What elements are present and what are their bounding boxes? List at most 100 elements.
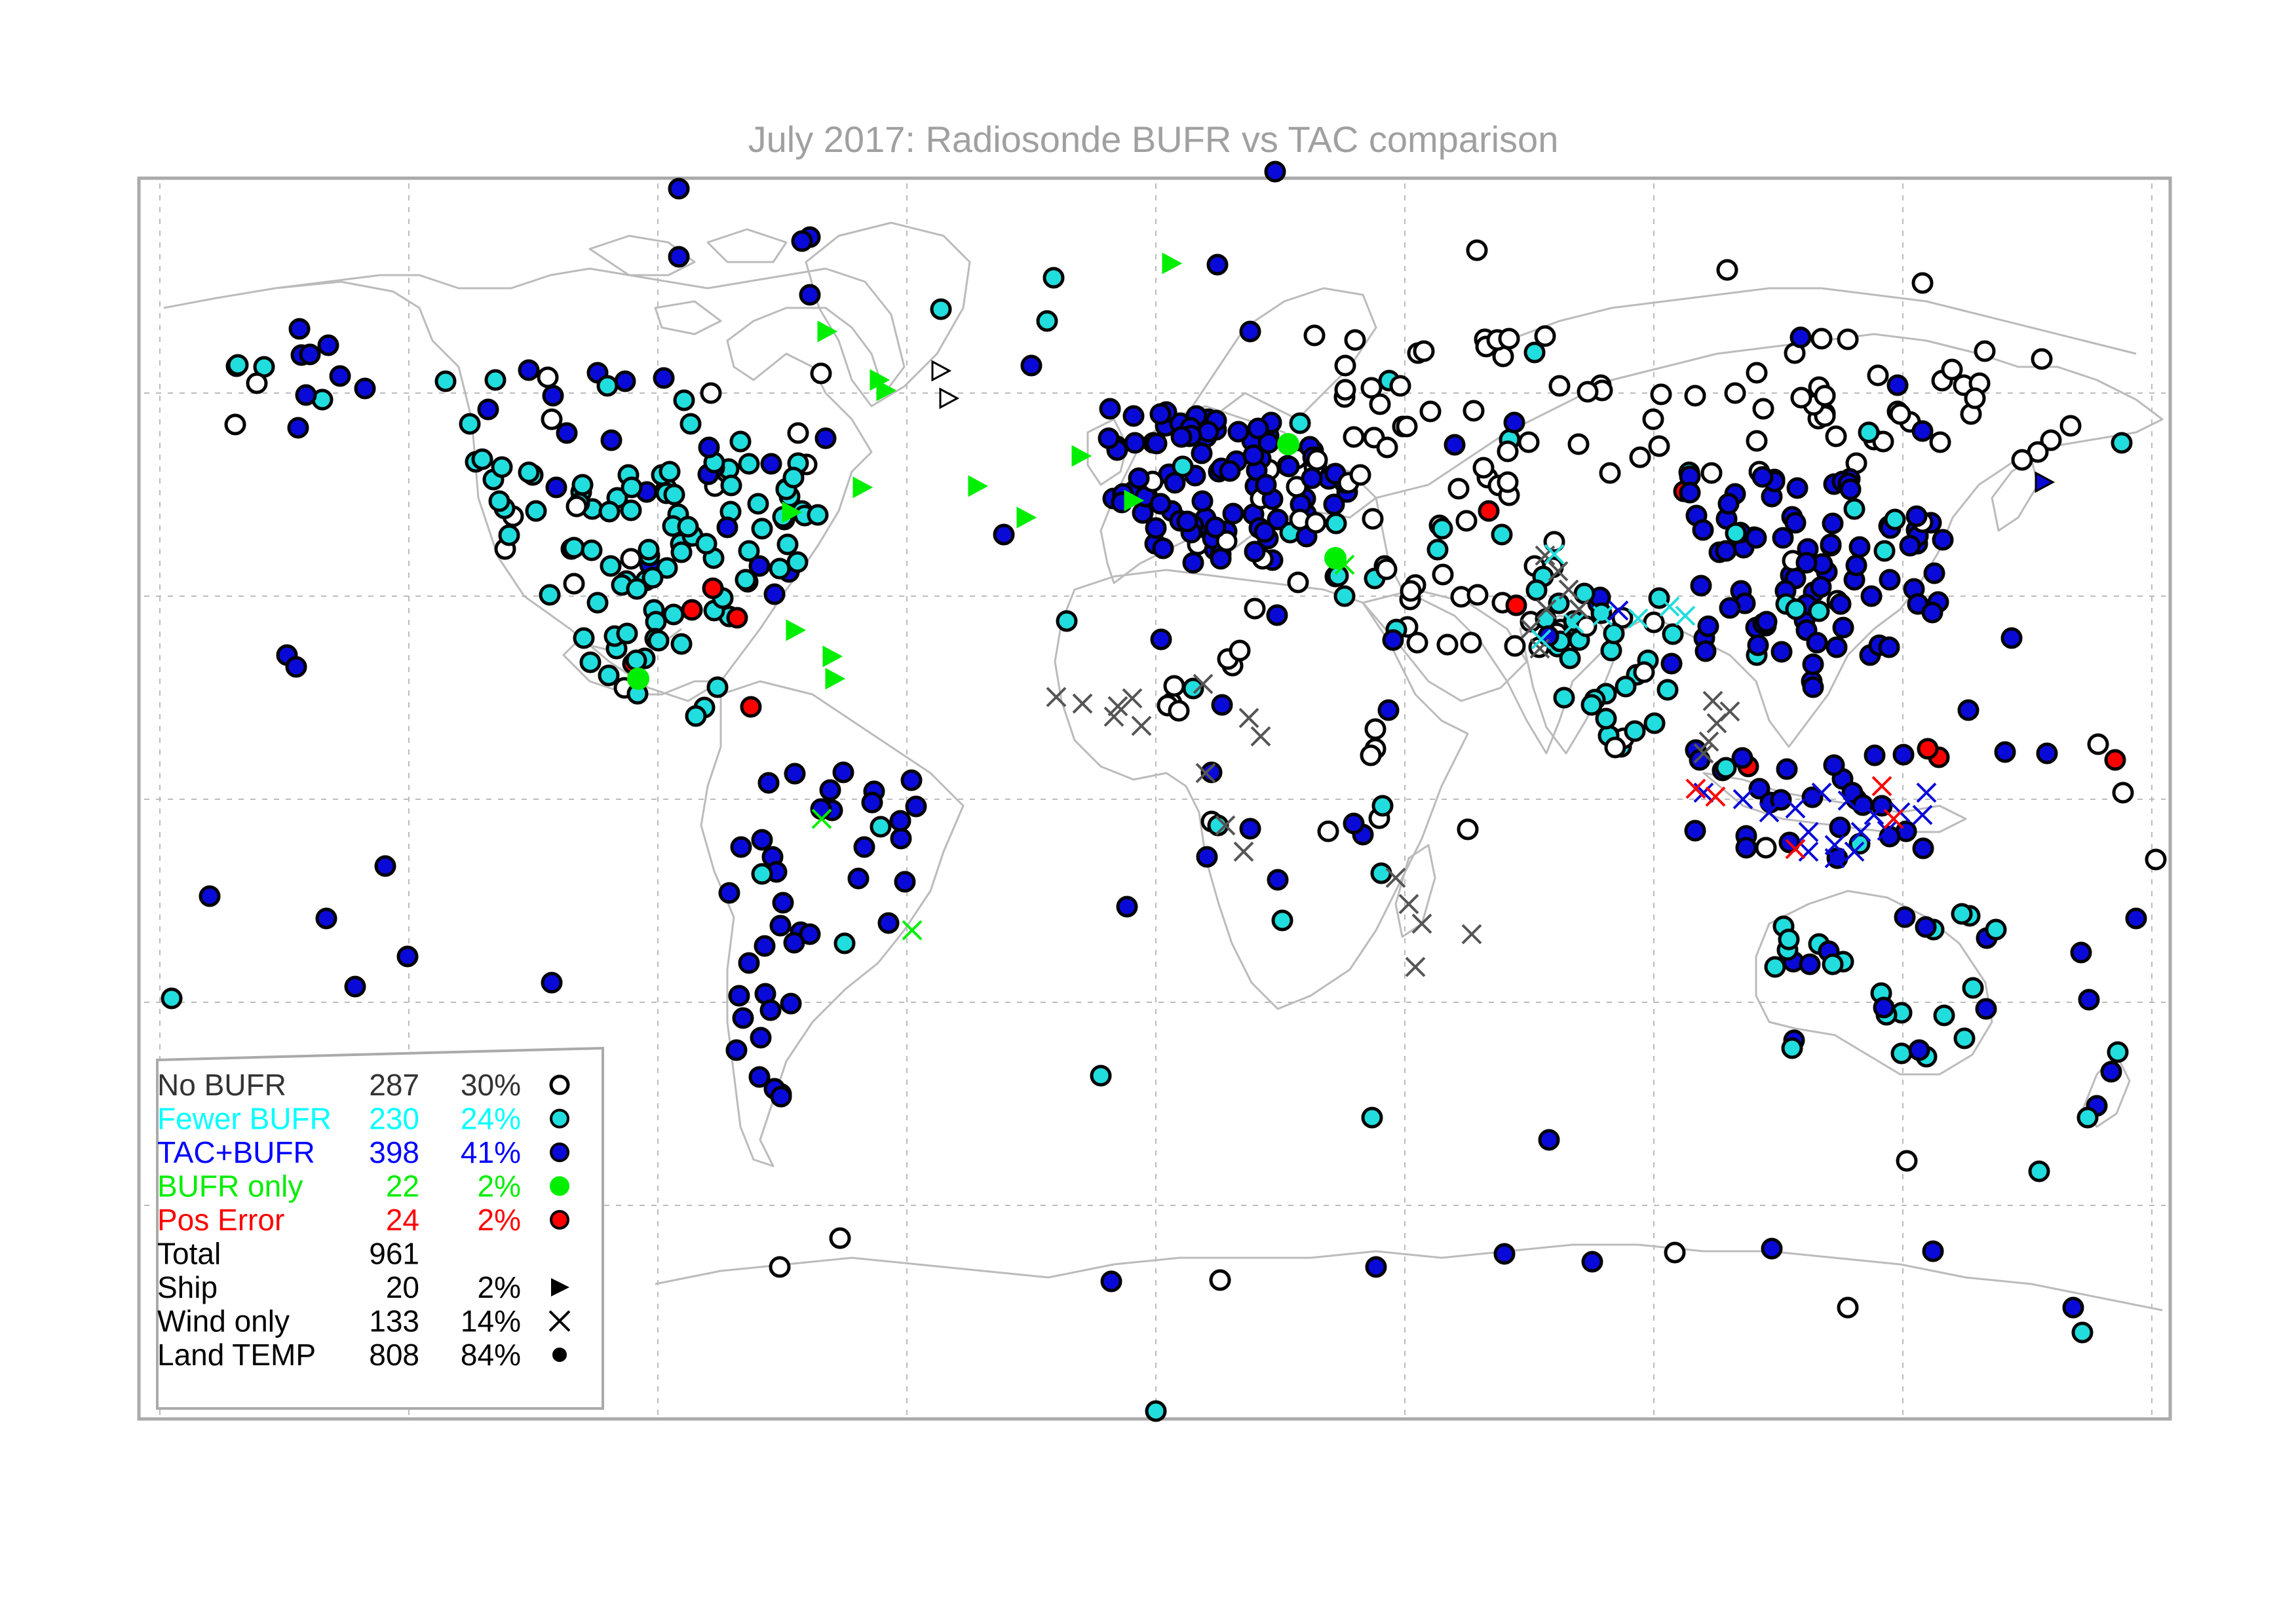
station-marker	[1503, 411, 1525, 434]
station-marker	[1389, 375, 1411, 397]
station-marker	[1643, 611, 1665, 633]
station-marker	[1267, 869, 1289, 891]
station-marker	[317, 334, 339, 356]
station-marker	[1287, 571, 1309, 594]
station-marker	[1413, 340, 1435, 362]
legend-row: Wind only 133 14%	[157, 1304, 571, 1338]
station-marker	[581, 539, 603, 561]
station-marker	[1894, 906, 1916, 928]
station-marker	[1829, 593, 1852, 615]
station-marker	[638, 538, 660, 561]
cyan-circle-icon	[550, 1108, 569, 1129]
station-marker	[1460, 632, 1482, 654]
wind-only-marker	[1719, 701, 1740, 722]
wind-only-marker	[1548, 561, 1569, 582]
station-marker	[1577, 381, 1599, 403]
station-marker	[1814, 385, 1836, 407]
station-marker	[556, 422, 578, 444]
station-marker	[641, 567, 664, 589]
station-marker	[1436, 633, 1459, 656]
station-marker	[1806, 632, 1828, 654]
station-marker	[1253, 521, 1276, 543]
station-marker	[1239, 818, 1261, 840]
station-marker	[1090, 1065, 1112, 1087]
station-marker	[1889, 403, 1911, 425]
legend-percent: 14%	[461, 1304, 521, 1338]
station-marker	[1239, 320, 1261, 343]
station-marker	[1128, 467, 1150, 489]
station-marker	[1664, 1241, 1686, 1264]
wind-only-marker	[1732, 789, 1753, 810]
station-marker	[598, 664, 620, 687]
station-marker	[1209, 1269, 1231, 1291]
station-marker	[726, 607, 748, 629]
station-marker	[1419, 400, 1442, 423]
station-marker	[1400, 580, 1422, 602]
station-marker	[1820, 533, 1842, 556]
station-marker	[993, 523, 1015, 546]
station-marker	[769, 557, 791, 580]
station-marker	[1808, 600, 1830, 622]
wind-only-marker	[1693, 743, 1714, 764]
station-marker	[870, 816, 892, 838]
station-marker	[877, 912, 900, 934]
station-marker	[1466, 239, 1488, 261]
wind-only-marker	[1698, 731, 1719, 752]
station-marker	[288, 318, 311, 340]
station-marker	[600, 555, 622, 577]
station-marker	[2059, 415, 2082, 437]
wind-only-marker	[1659, 596, 1680, 617]
station-marker	[1879, 569, 1901, 591]
station-marker	[1163, 675, 1185, 697]
station-marker	[1752, 398, 1774, 420]
station-marker	[1953, 1027, 1976, 1049]
wind-only-marker	[1811, 782, 1832, 803]
station-marker	[598, 500, 621, 523]
wind-only-marker	[1215, 815, 1236, 836]
wind-only-marker	[1398, 894, 1419, 915]
station-marker	[1204, 516, 1227, 538]
station-marker	[2112, 782, 2134, 804]
station-marker	[477, 398, 499, 421]
station-marker	[1848, 536, 1871, 558]
wind-only-marker	[1864, 804, 1885, 825]
legend-row: Ship 20 2%	[157, 1270, 569, 1304]
station-marker	[853, 836, 875, 858]
station-marker	[2071, 1321, 2094, 1344]
legend-count: 808	[369, 1338, 419, 1372]
station-marker	[2000, 627, 2023, 649]
legend-count: 230	[369, 1102, 419, 1136]
station-marker	[782, 466, 805, 489]
station-marker	[847, 867, 870, 890]
station-marker	[791, 230, 813, 252]
station-marker	[1305, 512, 1327, 534]
station-marker	[1603, 622, 1625, 645]
station-marker	[720, 474, 742, 497]
station-marker	[1124, 432, 1146, 454]
station-marker	[772, 892, 794, 914]
station-marker	[1271, 909, 1293, 932]
legend-row: Fewer BUFR 230 24%	[157, 1102, 569, 1136]
station-marker	[1860, 585, 1883, 607]
station-marker	[780, 992, 802, 1015]
station-marker	[1799, 953, 1821, 975]
station-marker	[1191, 442, 1213, 464]
station-marker	[1497, 471, 1519, 493]
station-marker	[1715, 540, 1737, 562]
station-marker	[1497, 440, 1519, 463]
station-marker	[750, 1027, 772, 1049]
station-marker	[1145, 432, 1168, 455]
station-marker	[1957, 699, 1980, 721]
ship-marker	[852, 476, 873, 499]
station-marker	[1781, 1037, 1803, 1059]
station-marker	[1289, 412, 1311, 434]
station-marker	[1498, 328, 1520, 350]
station-marker	[2107, 1041, 2129, 1063]
station-marker	[1731, 747, 1753, 769]
station-marker	[1604, 736, 1626, 759]
station-marker	[1581, 1251, 1603, 1273]
station-marker	[1365, 1256, 1387, 1278]
wind-only-marker	[1912, 804, 1933, 825]
station-marker	[784, 763, 806, 785]
legend-count: 133	[369, 1304, 419, 1338]
